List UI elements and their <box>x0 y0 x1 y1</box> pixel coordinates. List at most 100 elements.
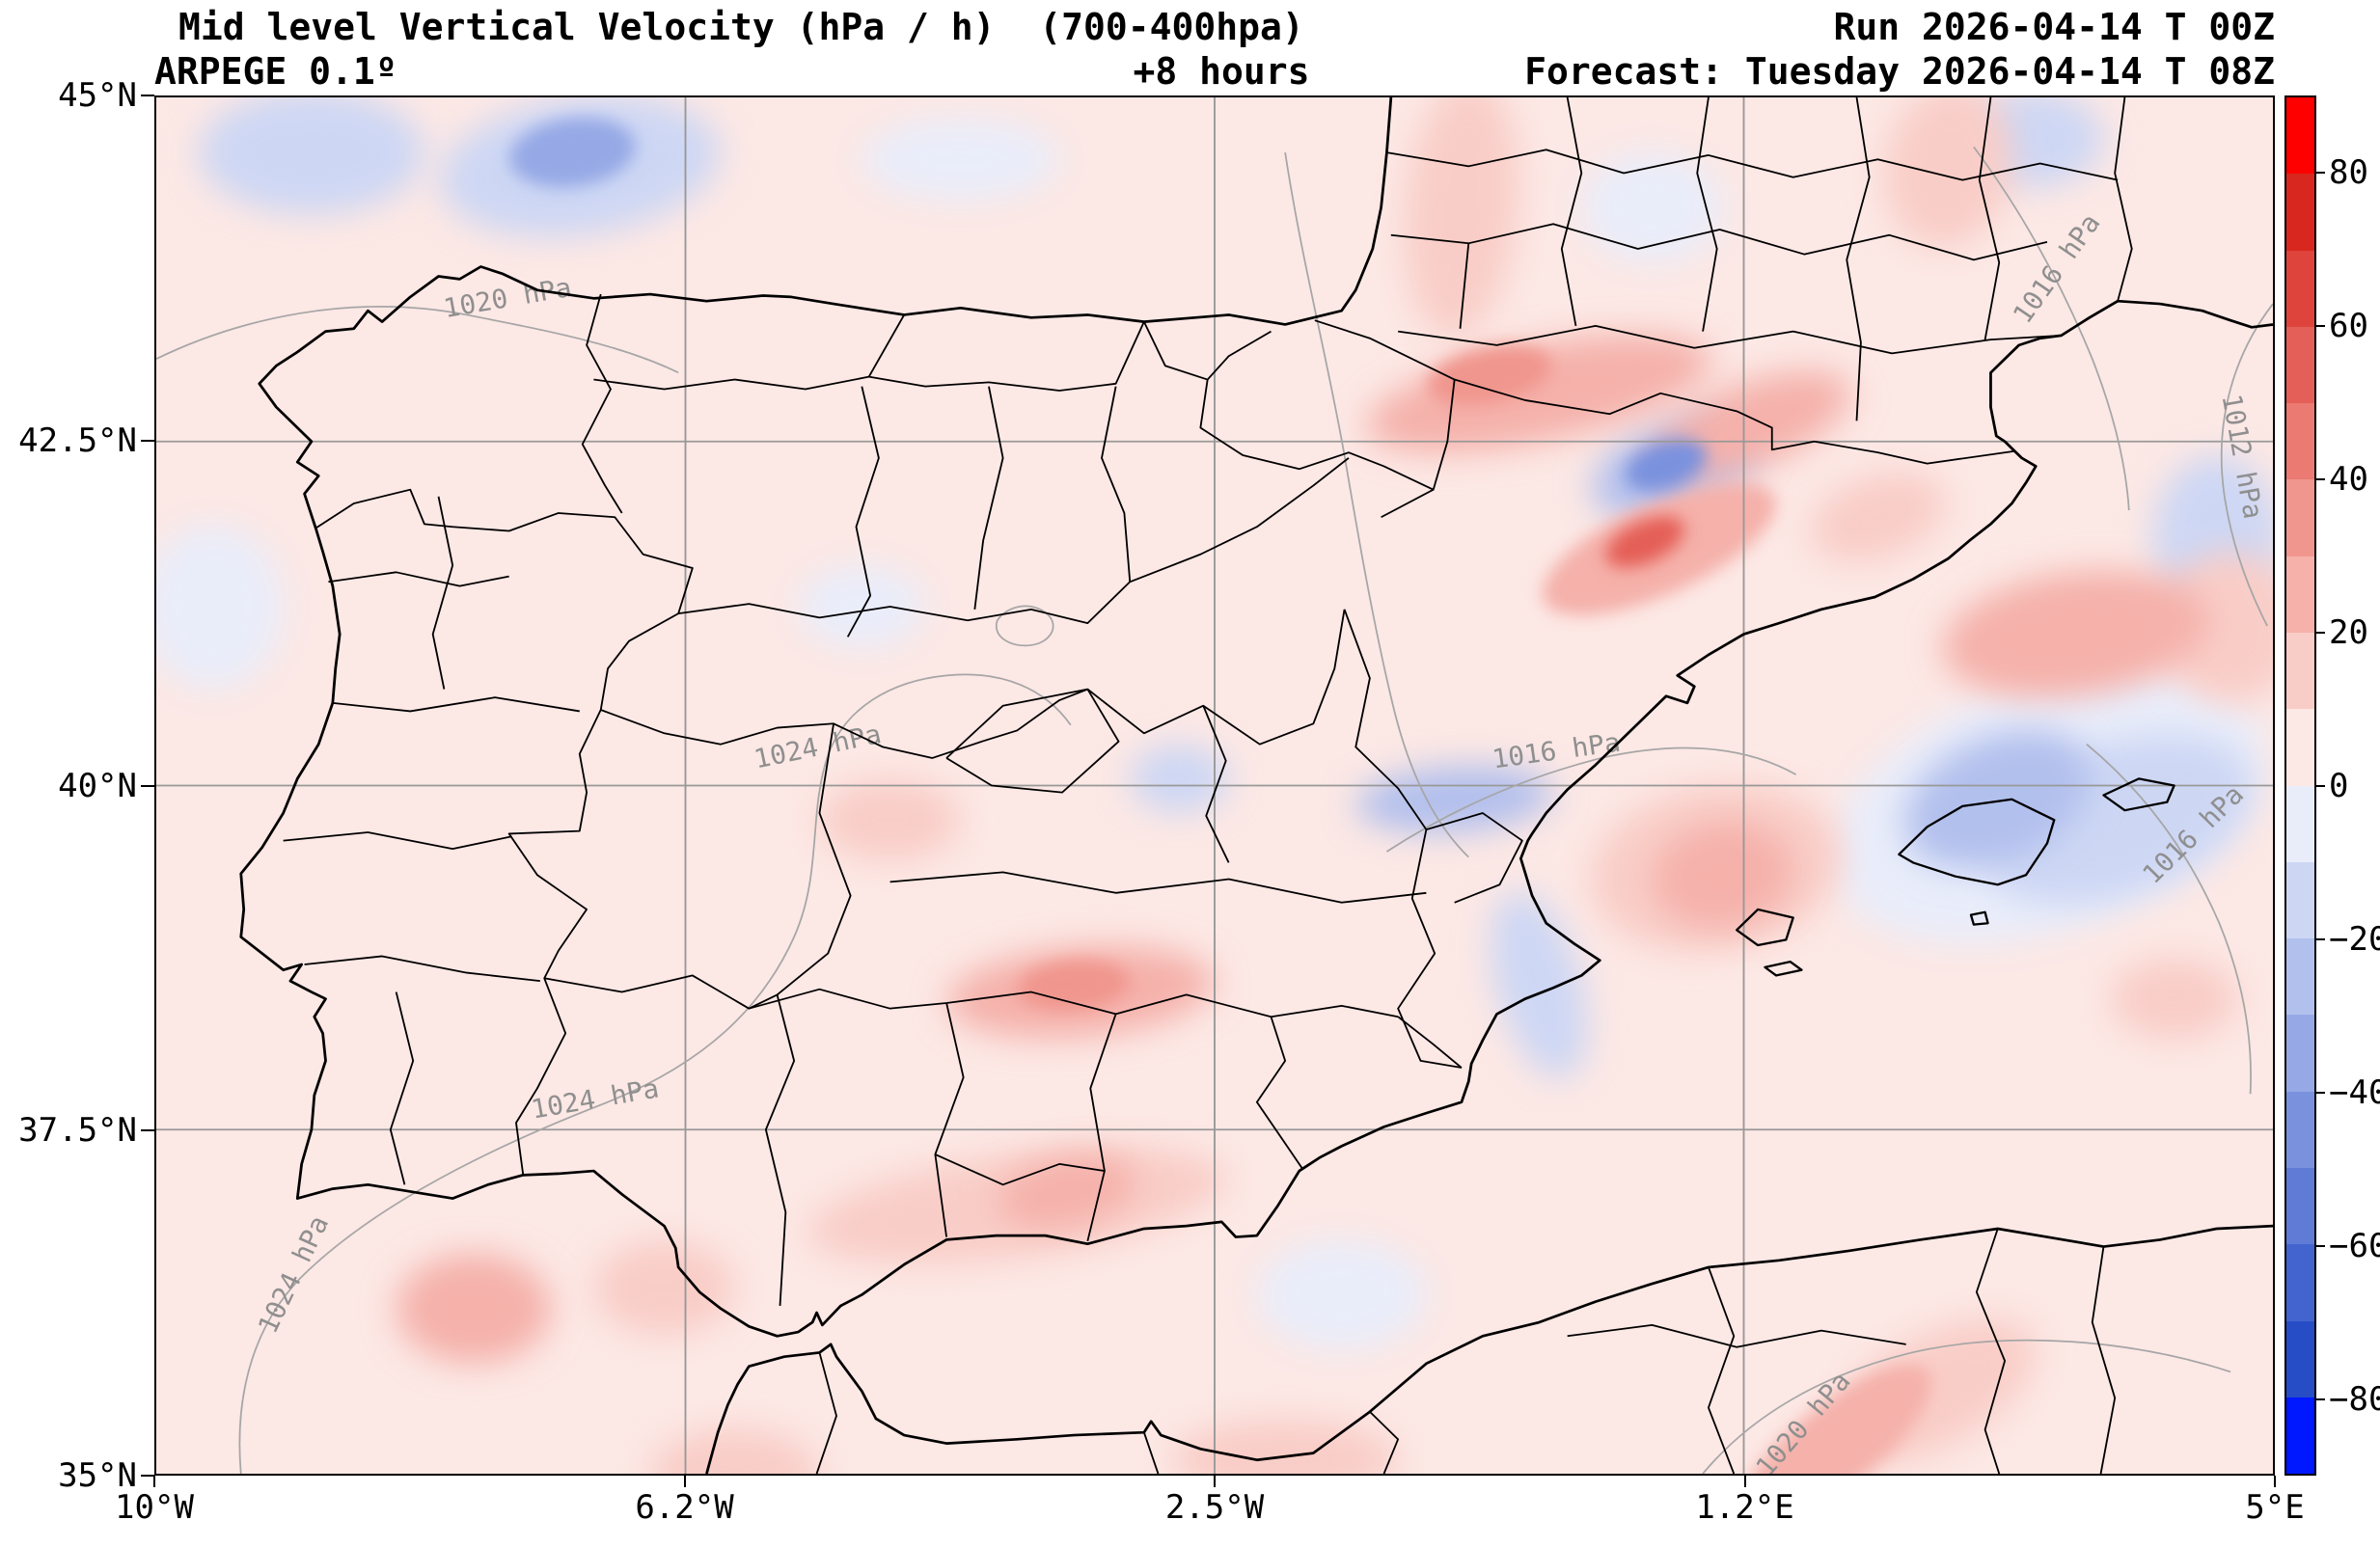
forecast-label: Forecast: Tuesday 2026-04-14 T 08Z <box>1524 50 2275 93</box>
colorbar-segment <box>2286 1397 2314 1475</box>
y-tick-label: 45°N <box>58 76 137 115</box>
colorbar-segment <box>2286 1167 2314 1245</box>
colorbar-segment <box>2286 1320 2314 1398</box>
velocity-cell <box>1427 345 1552 406</box>
colorbar-tick-label: 0 <box>2329 766 2349 805</box>
admin-border <box>1708 1266 1736 1474</box>
velocity-cell <box>862 118 1060 202</box>
y-tick-mark <box>141 95 154 96</box>
velocity-cell <box>1652 822 1793 929</box>
admin-border <box>1101 386 1132 583</box>
admin-border <box>846 386 880 638</box>
isobar-line <box>238 673 1072 1474</box>
velocity-cell <box>1810 472 1946 563</box>
isobar-line <box>2220 303 2273 627</box>
admin-border <box>593 314 906 391</box>
colorbar-tick-label: 20 <box>2329 612 2368 652</box>
colorbar-tick-mark <box>2316 937 2325 940</box>
admin-border <box>328 571 509 587</box>
admin-border <box>431 496 454 690</box>
admin-border <box>1846 97 1871 421</box>
admin-border <box>815 1352 837 1474</box>
velocity-cell <box>798 565 926 648</box>
velocity-cell <box>1942 570 2209 698</box>
y-tick-mark <box>141 1475 154 1477</box>
admin-border <box>1202 705 1230 863</box>
colorbar-segment <box>2286 1244 2314 1321</box>
admin-border <box>1426 812 1523 904</box>
admin-border <box>868 321 1145 392</box>
colorbar-tick-mark <box>2316 171 2325 174</box>
admin-border <box>1129 457 1350 584</box>
admin-border <box>1398 324 2062 355</box>
run-label: Run 2026-04-14 T 00Z <box>1833 6 2275 48</box>
velocity-cell <box>1130 744 1229 814</box>
admin-border <box>1978 97 2001 340</box>
admin-border <box>1381 379 1456 519</box>
admin-border <box>1567 1323 1906 1348</box>
velocity-cell <box>649 1427 820 1474</box>
isobar-line <box>2086 744 2252 1095</box>
velocity-cell <box>1883 97 2013 249</box>
admin-border <box>1560 97 1583 327</box>
y-tick-mark <box>141 1129 154 1132</box>
admin-border <box>973 386 1004 610</box>
admin-border <box>945 688 1120 794</box>
velocity-cell <box>1256 1239 1427 1350</box>
colorbar-segment <box>2286 709 2314 786</box>
velocity-cell <box>1355 765 1553 833</box>
isobar-line <box>1284 151 1469 858</box>
admin-border <box>2114 97 2133 302</box>
velocity-cell <box>1739 1364 1931 1474</box>
velocity-cell <box>1625 438 1708 492</box>
model-label: ARPEGE 0.1º <box>154 50 397 93</box>
admin-border <box>1086 609 1346 746</box>
y-tick-label: 35°N <box>58 1456 137 1495</box>
x-tick-label: 6.2°W <box>635 1488 734 1527</box>
admin-border <box>1369 1411 1400 1474</box>
velocity-cell <box>1017 960 1131 1011</box>
velocity-cell <box>396 1253 552 1364</box>
admin-border <box>935 1153 1106 1186</box>
coastline-africa <box>705 1224 2273 1474</box>
colorbar-segment <box>2286 250 2314 327</box>
island-outline <box>1736 908 1794 947</box>
colorbar-segment <box>2286 326 2314 404</box>
admin-border <box>1696 97 1718 332</box>
velocity-cell <box>1366 334 1712 453</box>
island-outline <box>1898 798 2056 886</box>
colorbar-tick-mark <box>2316 477 2325 480</box>
admin-border <box>1255 1016 1303 1169</box>
x-tick-mark <box>2274 1476 2276 1487</box>
colorbar-tick-mark <box>2316 631 2325 634</box>
admin-border <box>2091 1246 2117 1474</box>
colorbar-segment <box>2286 479 2314 556</box>
admin-border <box>1343 609 1428 830</box>
colorbar-tick-label: −60 <box>2329 1226 2380 1265</box>
velocity-cell <box>1404 97 1519 339</box>
map-plot-area: 1020 hPa 1016 hPa 1012 hPa 1024 hPa 1016 hPa… <box>154 95 2275 1476</box>
velocity-cell <box>198 97 424 215</box>
colorbar-tick-mark <box>2316 324 2325 327</box>
colorbar-tick-mark <box>2316 1091 2325 1094</box>
y-tick-mark <box>141 439 154 442</box>
chart-title: Mid level Vertical Velocity (hPa / h) (7… <box>178 6 1304 48</box>
admin-border <box>764 994 796 1306</box>
island-outline <box>1764 961 1803 977</box>
admin-border <box>1975 1228 2007 1474</box>
colorbar-segment <box>2286 938 2314 1016</box>
colorbar-tick-label: 40 <box>2329 459 2368 499</box>
colorbar-segment <box>2286 785 2314 862</box>
admin-border <box>1199 379 1435 491</box>
velocity-cell <box>819 778 961 861</box>
colorbar-tick-label: −40 <box>2329 1072 2380 1112</box>
x-tick-label: 2.5°W <box>1164 1488 1265 1527</box>
colorbar-tick-mark <box>2316 1244 2325 1247</box>
admin-border <box>600 688 1088 759</box>
y-tick-label: 40°N <box>58 766 137 805</box>
colorbar-tick-label: −20 <box>2329 919 2380 959</box>
velocity-cell <box>509 117 636 188</box>
admin-border <box>1386 149 2119 181</box>
velocity-cell <box>2110 957 2238 1041</box>
